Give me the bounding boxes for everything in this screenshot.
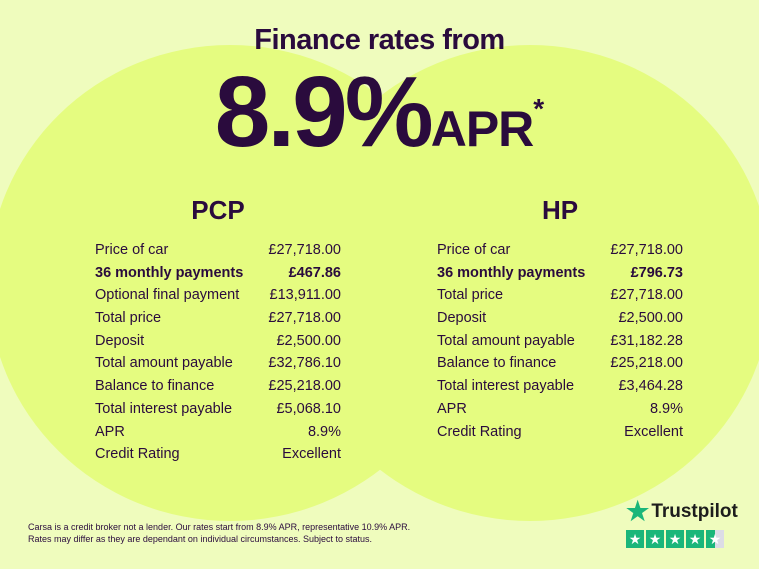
- pcp-row: Credit Rating Excellent: [95, 443, 341, 466]
- pcp-row: Total interest payable £5,068.10: [95, 398, 341, 421]
- pcp-row: Deposit £2,500.00: [95, 330, 341, 353]
- pcp-row: APR 8.9%: [95, 421, 341, 444]
- hp-row: Balance to finance £25,218.00: [437, 352, 683, 375]
- row-value: £25,218.00: [268, 378, 341, 395]
- rate-value: 8.9%: [214, 56, 434, 168]
- row-label: Credit Rating: [437, 423, 522, 440]
- row-label: Balance to finance: [95, 378, 215, 395]
- row-value: £27,718.00: [268, 242, 341, 258]
- row-label: Deposit: [95, 332, 145, 349]
- trustpilot-name: Trustpilot: [651, 500, 738, 522]
- row-value: £27,718.00: [610, 242, 683, 258]
- trustpilot-rating: ★ ★ ★ ★ ★: [626, 530, 738, 548]
- disclaimer-line-2: Rates may differ as they are dependant o…: [28, 534, 373, 544]
- pcp-title: PCP: [191, 195, 245, 225]
- hp-title: HP: [541, 195, 579, 225]
- row-label: Total amount payable: [437, 332, 575, 349]
- hp-table: HP Price of car £27,718.00 36 monthly paym…: [437, 195, 683, 443]
- pcp-row: Total price £27,718.00: [95, 307, 341, 330]
- row-value: £32,786.10: [268, 355, 341, 372]
- apr-rate: 8.9%APR*: [0, 62, 759, 162]
- pcp-table: PCP Price of car £27,718.00 36 monthly pay…: [95, 195, 341, 466]
- pcp-row: Total amount payable £32,786.10: [95, 352, 341, 375]
- row-value: Excellent: [624, 423, 683, 440]
- row-value: Excellent: [282, 446, 341, 463]
- hp-row: Total interest payable £3,464.28: [437, 375, 683, 398]
- row-label: 36 monthly payments: [95, 264, 244, 281]
- rating-star-icon: ★: [706, 530, 724, 548]
- rate-asterisk: *: [533, 93, 545, 124]
- hp-row: Price of car £27,718.00: [437, 239, 683, 262]
- row-value: £5,068.10: [276, 400, 341, 417]
- row-value: £796.73: [630, 264, 683, 281]
- pcp-row: Optional final payment £13,911.00: [95, 284, 341, 307]
- pcp-row: 36 monthly payments £467.86: [95, 262, 341, 285]
- rate-suffix: APR: [430, 101, 535, 157]
- row-value: £27,718.00: [268, 310, 341, 327]
- row-value: £31,182.28: [610, 332, 683, 349]
- row-value: £25,218.00: [610, 355, 683, 372]
- row-label: Credit Rating: [95, 446, 180, 463]
- rating-star-icon: ★: [646, 530, 664, 548]
- disclaimer: Carsa is a credit broker not a lender. O…: [28, 521, 410, 545]
- hp-row: APR 8.9%: [437, 398, 683, 421]
- row-value: £467.86: [288, 264, 341, 281]
- hp-row: Credit Rating Excellent: [437, 421, 683, 444]
- row-value: £2,500.00: [276, 332, 341, 349]
- row-value: 8.9%: [307, 423, 341, 440]
- row-label: Total price: [95, 310, 162, 327]
- row-value: £27,718.00: [610, 287, 683, 304]
- hp-row: Total price £27,718.00: [437, 284, 683, 307]
- row-label: Total amount payable: [95, 355, 233, 372]
- row-label: Price of car: [95, 242, 169, 258]
- headline: Finance rates from: [254, 24, 505, 56]
- row-label: Total interest payable: [437, 378, 575, 395]
- hp-row: Deposit £2,500.00: [437, 307, 683, 330]
- row-label: Price of car: [437, 242, 511, 258]
- rating-star-icon: ★: [626, 530, 644, 548]
- row-value: £13,911.00: [269, 287, 342, 304]
- pcp-row: Price of car £27,718.00: [95, 239, 341, 262]
- rating-star-icon: ★: [686, 530, 704, 548]
- trustpilot-badge: ★ Trustpilot ★ ★ ★ ★ ★: [626, 496, 738, 548]
- trustpilot-star-icon: ★: [626, 496, 650, 526]
- row-label: Balance to finance: [437, 355, 557, 372]
- row-label: Optional final payment: [95, 287, 240, 304]
- hp-row: Total amount payable £31,182.28: [437, 330, 683, 353]
- row-value: 8.9%: [649, 400, 683, 417]
- disclaimer-line-1: Carsa is a credit broker not a lender. O…: [28, 522, 411, 532]
- row-label: Deposit: [437, 310, 487, 327]
- pcp-row: Balance to finance £25,218.00: [95, 375, 341, 398]
- row-label: Total interest payable: [95, 400, 233, 417]
- row-label: Total price: [437, 287, 504, 304]
- row-label: APR: [437, 400, 467, 417]
- row-label: 36 monthly payments: [437, 264, 586, 281]
- decorative-circle-right: [288, 45, 759, 521]
- row-value: £2,500.00: [618, 310, 683, 327]
- row-value: £3,464.28: [618, 378, 683, 395]
- rating-star-icon: ★: [666, 530, 684, 548]
- row-label: APR: [95, 423, 125, 440]
- hp-row: 36 monthly payments £796.73: [437, 262, 683, 285]
